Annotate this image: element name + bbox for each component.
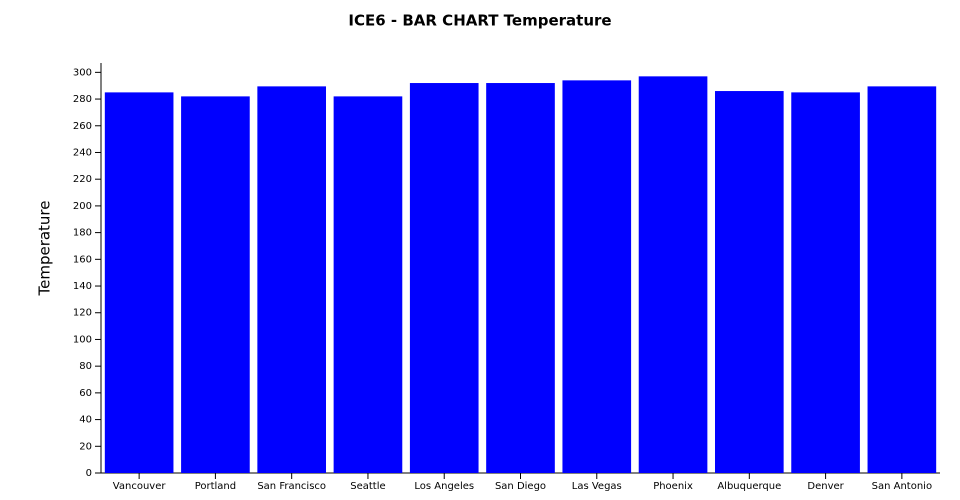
x-tick-label: San Diego bbox=[495, 481, 546, 492]
bar bbox=[257, 86, 327, 473]
y-tick-label: 0 bbox=[86, 468, 92, 479]
y-tick-label: 220 bbox=[73, 174, 92, 185]
x-tick-label: San Francisco bbox=[257, 481, 326, 492]
x-tick-label: Seattle bbox=[350, 481, 385, 492]
y-tick-label: 160 bbox=[73, 254, 92, 265]
x-tick-label: Denver bbox=[807, 481, 844, 492]
y-axis-label: Temperature bbox=[36, 200, 54, 296]
y-tick-label: 20 bbox=[79, 441, 92, 452]
bar bbox=[638, 76, 708, 474]
y-tick-label: 100 bbox=[73, 334, 92, 345]
y-tick-label: 200 bbox=[73, 201, 92, 212]
x-tick-label: Phoenix bbox=[653, 481, 693, 492]
x-tick-label: Los Angeles bbox=[414, 481, 474, 492]
y-tick-label: 80 bbox=[79, 361, 92, 372]
bar bbox=[181, 96, 250, 473]
y-tick-label: 140 bbox=[73, 281, 92, 292]
x-tick-label: Las Vegas bbox=[572, 481, 622, 492]
y-tick-label: 260 bbox=[73, 121, 92, 132]
bar bbox=[486, 83, 555, 474]
y-tick-label: 300 bbox=[73, 67, 92, 78]
x-tick-label: Albuquerque bbox=[717, 481, 781, 492]
bar bbox=[791, 92, 860, 474]
x-tick-label: Portland bbox=[195, 481, 236, 492]
bar bbox=[104, 92, 174, 474]
x-tick-label: Vancouver bbox=[113, 481, 167, 492]
y-tick-label: 40 bbox=[79, 415, 92, 426]
bar bbox=[333, 96, 403, 473]
bar bbox=[714, 91, 784, 474]
bar bbox=[867, 86, 937, 473]
y-tick-label: 280 bbox=[73, 94, 92, 105]
bar bbox=[409, 83, 479, 474]
y-tick-label: 240 bbox=[73, 147, 92, 158]
x-tick-label: San Antonio bbox=[872, 481, 932, 492]
y-tick-label: 60 bbox=[79, 388, 92, 399]
bar bbox=[562, 80, 632, 473]
y-tick-label: 120 bbox=[73, 308, 92, 319]
y-tick-label: 180 bbox=[73, 228, 92, 239]
chart-title: ICE6 - BAR CHART Temperature bbox=[348, 12, 611, 30]
